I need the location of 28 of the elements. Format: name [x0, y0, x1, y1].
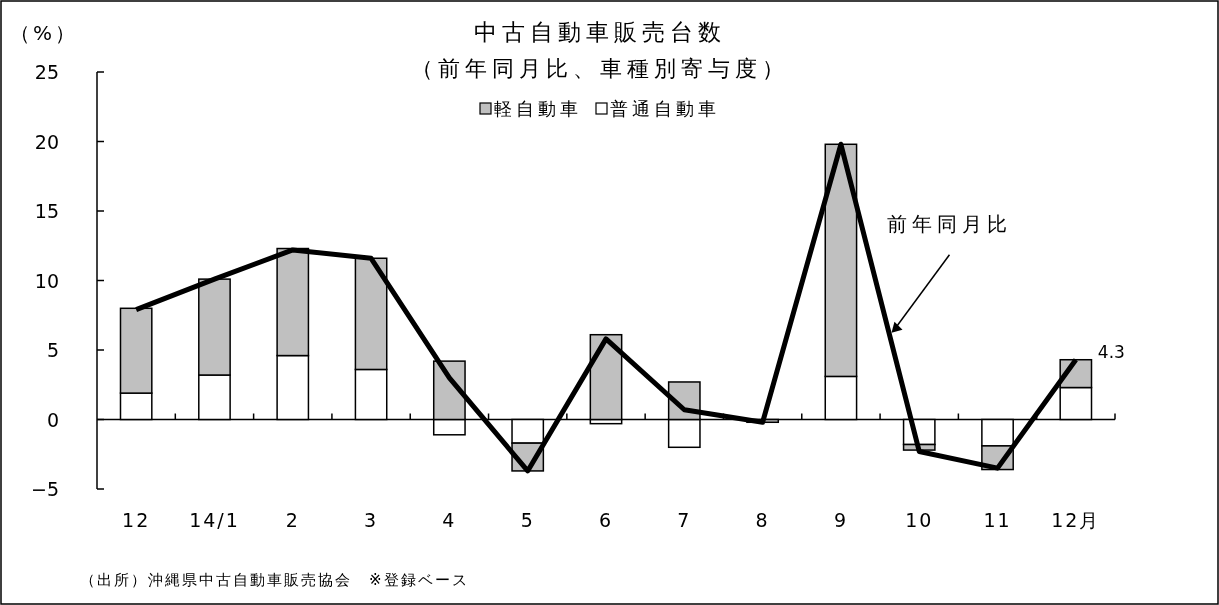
y-tick-label: 0 [46, 408, 59, 431]
title: 中古自動車販売台数 [474, 19, 726, 45]
x-tick-label: 12 [122, 509, 151, 531]
x-tick-label: 2 [285, 509, 300, 531]
y-tick-label: 25 [34, 61, 59, 83]
x-tick-label: 5 [520, 509, 535, 531]
chart-subtitle: （前年同月比、車種別寄与度） [411, 56, 789, 81]
series-label: 前年同月比 [887, 211, 1013, 236]
x-tick-label: 8 [755, 509, 770, 531]
x-tick-label: 11 [983, 509, 1012, 531]
x-tick-label: 3 [364, 509, 379, 531]
y-tick-label: −5 [30, 478, 59, 500]
x-tick-label: 10 [905, 509, 934, 531]
x-tick-label: 12月 [1051, 509, 1101, 531]
text: （出所）沖縄県中古自動車販売協会 ※登録ベース [80, 571, 469, 589]
data-label: 4.3 [1097, 341, 1125, 362]
y-tick-label: 10 [34, 269, 59, 292]
x-tick-label: 4 [442, 509, 457, 531]
legend-label: 軽自動車 [494, 98, 582, 119]
y-tick-label: 15 [34, 200, 59, 222]
y-tick-label: 20 [34, 130, 59, 153]
x-tick-label: 6 [598, 509, 614, 531]
x-tick-label: 9 [833, 509, 848, 531]
x-tick-label: 14/1 [189, 509, 240, 531]
y-axis-title: （%） [10, 21, 79, 45]
x-tick-label: 7 [677, 509, 692, 531]
legend-label: 普通自動車 [610, 98, 720, 119]
y-tick-label: 5 [46, 339, 59, 361]
